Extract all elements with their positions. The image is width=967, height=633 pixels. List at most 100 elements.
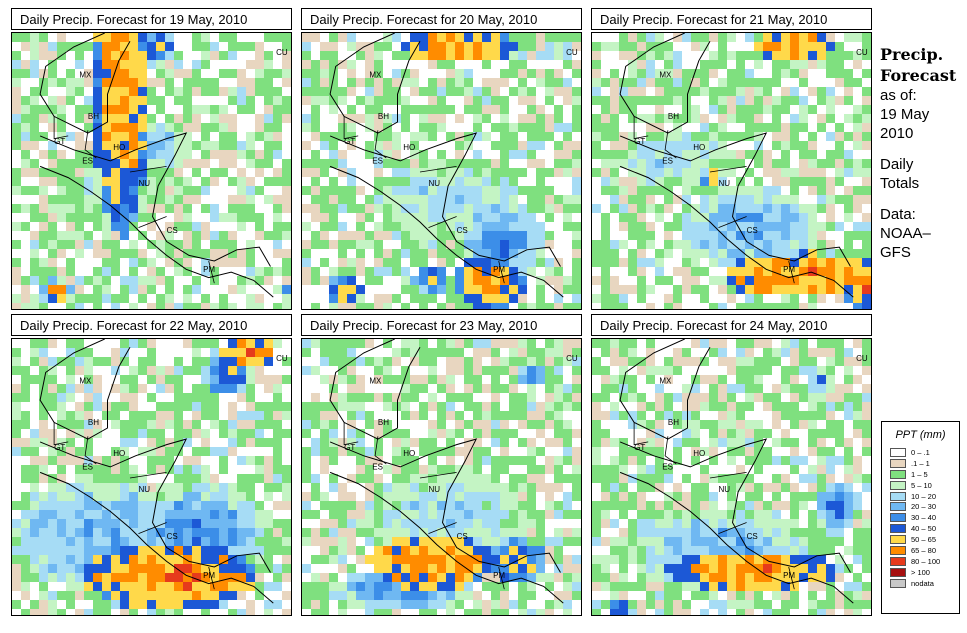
- country-label: MX: [659, 71, 672, 80]
- coastline: [329, 33, 421, 134]
- country-label: MX: [79, 377, 92, 386]
- data-source-line3: GFS: [880, 244, 911, 261]
- country-label: CU: [856, 48, 868, 57]
- daily-line1: Daily: [880, 156, 914, 173]
- side-title-line1: Precip.: [880, 45, 944, 64]
- coastline: [329, 339, 421, 440]
- legend-swatch: [890, 556, 906, 566]
- country-label: PM: [203, 265, 215, 274]
- country-label: BH: [378, 112, 389, 121]
- country-label: GT: [634, 443, 645, 452]
- country-label: MX: [369, 71, 382, 80]
- legend-item: nodata: [882, 578, 959, 589]
- coastline: [619, 33, 711, 134]
- country-label: ES: [82, 463, 93, 472]
- precip-grid: MX BH GT HO ES NU CS PM CU: [12, 33, 291, 309]
- country-label: HO: [113, 143, 125, 152]
- country-border: [718, 216, 747, 228]
- legend-swatch: [890, 524, 906, 534]
- legend-label: 5 – 10: [911, 480, 932, 490]
- country-border: [84, 436, 97, 465]
- legend-item: 30 – 40: [882, 512, 959, 523]
- country-label: CS: [747, 226, 758, 235]
- country-label: CS: [747, 532, 758, 541]
- country-label: NU: [719, 179, 731, 188]
- country-label: NU: [719, 485, 731, 494]
- country-border: [208, 566, 215, 590]
- country-label: NU: [139, 179, 151, 188]
- coastline: [329, 165, 564, 298]
- country-label: PM: [493, 571, 505, 580]
- legend-swatch: [890, 447, 906, 457]
- country-label: CS: [457, 226, 468, 235]
- legend-label: 40 – 50: [911, 524, 937, 534]
- legend-item: 50 – 65: [882, 534, 959, 545]
- precip-map: MX BH GT HO ES NU CS PM CU: [591, 338, 872, 616]
- country-label: BH: [668, 112, 679, 121]
- precip-grid: MX BH GT HO ES NU CS PM CU: [592, 339, 871, 615]
- data-source-line1: Data:: [880, 206, 916, 223]
- legend-item: > 100: [882, 567, 959, 578]
- country-label: ES: [372, 157, 383, 166]
- country-label: GT: [634, 137, 645, 146]
- country-border: [129, 166, 167, 173]
- country-border: [138, 522, 167, 534]
- legend-swatch: [890, 469, 906, 479]
- country-label: PM: [493, 265, 505, 274]
- legend-item: .1 – 1: [882, 458, 959, 469]
- panel-title: Daily Precip. Forecast for 21 May, 2010: [591, 8, 872, 30]
- legend-label: nodata: [911, 578, 934, 588]
- coastline: [619, 339, 711, 440]
- precip-grid: MX BH GT HO ES NU CS PM CU: [302, 33, 581, 309]
- legend-label: 65 – 80: [911, 545, 937, 555]
- legend-item: 10 – 20: [882, 491, 959, 502]
- country-border: [709, 166, 747, 173]
- coastline: [39, 438, 271, 573]
- country-label: HO: [693, 449, 705, 458]
- country-border: [374, 130, 387, 159]
- panel-title: Daily Precip. Forecast for 20 May, 2010: [301, 8, 582, 30]
- country-label: NU: [429, 179, 441, 188]
- country-label: CS: [457, 532, 468, 541]
- legend-label: 30 – 40: [911, 513, 937, 523]
- coastline: [39, 132, 271, 267]
- country-border: [84, 130, 97, 159]
- country-label: HO: [113, 449, 125, 458]
- country-border: [664, 436, 677, 465]
- country-label: ES: [372, 463, 383, 472]
- country-label: HO: [403, 143, 415, 152]
- country-label: MX: [659, 377, 672, 386]
- coastline: [39, 165, 274, 298]
- legend-item: 80 – 100: [882, 556, 959, 567]
- country-label: GT: [344, 443, 355, 452]
- country-label: CU: [566, 48, 578, 57]
- legend-label: 20 – 30: [911, 502, 937, 512]
- country-border: [428, 522, 457, 534]
- coastline: [619, 438, 851, 573]
- country-border: [419, 166, 457, 173]
- coastline: [329, 471, 564, 604]
- forecast-panel-5: Daily Precip. Forecast for 23 May, 2010 …: [301, 314, 584, 616]
- side-title-line2: Forecast: [880, 66, 957, 85]
- country-label: HO: [693, 143, 705, 152]
- country-label: PM: [203, 571, 215, 580]
- precip-map: MX BH GT HO ES NU CS PM CU: [301, 338, 582, 616]
- legend-swatch: [890, 545, 906, 555]
- country-label: BH: [378, 418, 389, 427]
- coastline: [39, 339, 131, 440]
- country-border: [208, 260, 215, 284]
- legend-label: 80 – 100: [911, 556, 941, 566]
- legend-label: > 100: [911, 567, 930, 577]
- precip-map: MX BH GT HO ES NU CS PM CU: [11, 32, 292, 310]
- legend-swatch: [890, 491, 906, 501]
- country-label: GT: [54, 443, 65, 452]
- legend-swatch: [890, 578, 906, 588]
- country-border: [138, 216, 167, 228]
- legend-swatch: [890, 458, 906, 468]
- forecast-panel-6: Daily Precip. Forecast for 24 May, 2010 …: [591, 314, 874, 616]
- precip-grid: MX BH GT HO ES NU CS PM CU: [592, 33, 871, 309]
- country-label: NU: [139, 485, 151, 494]
- forecast-panel-2: Daily Precip. Forecast for 20 May, 2010 …: [301, 8, 584, 310]
